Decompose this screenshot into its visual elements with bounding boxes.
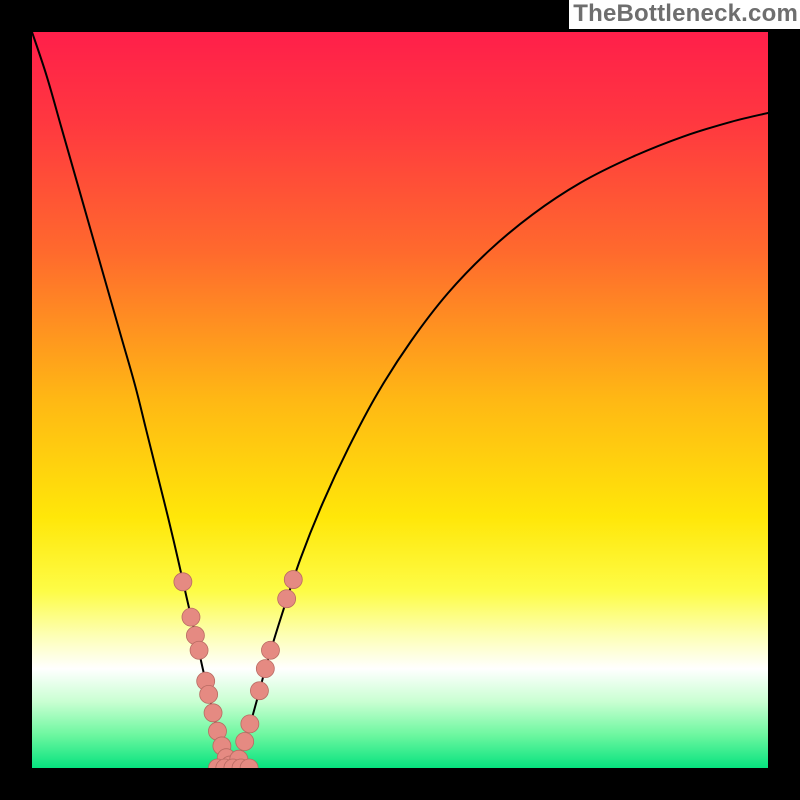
data-marker bbox=[261, 641, 279, 659]
data-marker bbox=[190, 641, 208, 659]
data-marker bbox=[241, 715, 259, 733]
data-marker bbox=[200, 685, 218, 703]
bottleneck-chart bbox=[0, 0, 800, 800]
data-marker bbox=[256, 660, 274, 678]
data-marker bbox=[236, 733, 254, 751]
data-marker bbox=[204, 704, 222, 722]
attribution-label: TheBottleneck.com bbox=[569, 0, 800, 29]
data-marker bbox=[174, 573, 192, 591]
gradient-background bbox=[32, 32, 768, 768]
data-marker bbox=[278, 590, 296, 608]
data-marker bbox=[250, 682, 268, 700]
data-marker bbox=[284, 571, 302, 589]
chart-stage: TheBottleneck.com bbox=[0, 0, 800, 800]
data-marker bbox=[182, 608, 200, 626]
